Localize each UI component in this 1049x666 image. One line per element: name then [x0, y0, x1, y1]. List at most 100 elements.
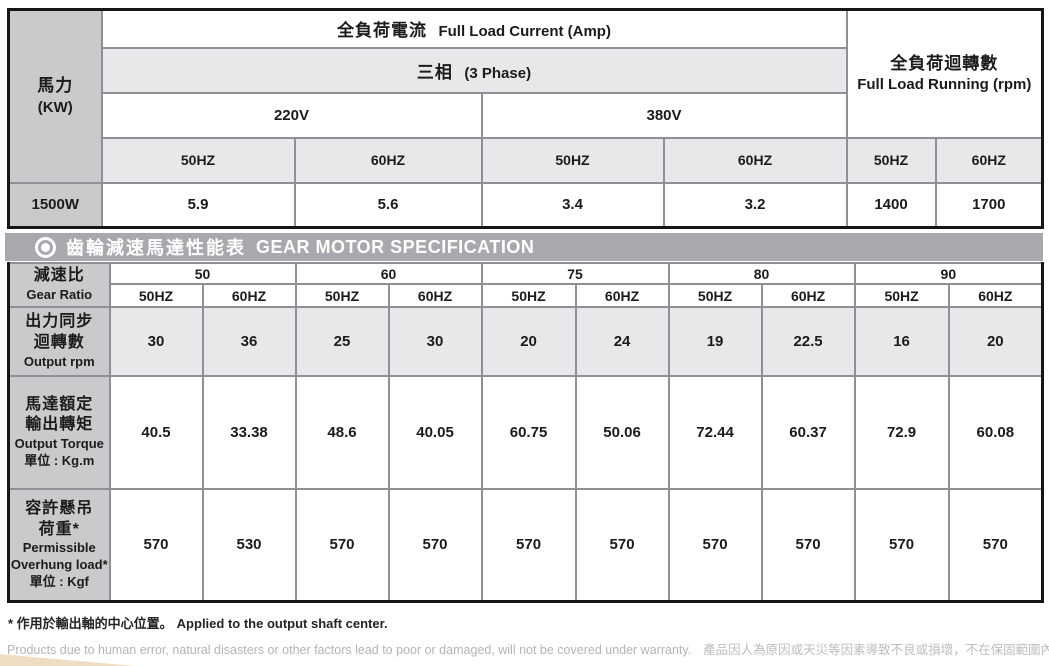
hz-header: 50HZ — [294, 283, 390, 308]
hz-header: 50HZ — [853, 283, 950, 308]
full-load-running-zh: 全負荷迴轉數 — [890, 53, 999, 73]
full-load-running-header: 全負荷迴轉數 Full Load Running (rpm) — [845, 8, 1044, 139]
hz-header: 60HZ — [760, 283, 856, 308]
output-rpm-value: 20 — [480, 305, 577, 377]
current-value: 3.4 — [480, 181, 665, 229]
output-rpm-value: 20 — [947, 305, 1044, 377]
power-value-cell: 1500W — [7, 181, 103, 229]
overhung-value: 570 — [760, 487, 856, 603]
output-rpm-header-cell: 出力同步 迴轉數 Output rpm — [7, 305, 111, 377]
output-torque-value: 48.6 — [294, 374, 390, 490]
hz-header: 50HZ — [667, 283, 763, 308]
hz-header: 60HZ — [387, 283, 483, 308]
section-title-en: GEAR MOTOR SPECIFICATION — [256, 236, 535, 257]
output-torque-header-cell: 馬達額定 輸出轉矩 Output Torque 單位 : Kg.m — [7, 374, 111, 490]
output-torque-value: 40.05 — [387, 374, 483, 490]
ratio-header: 60 — [294, 261, 483, 286]
full-load-current-header: 全負荷電流 Full Load Current (Amp) — [100, 8, 848, 49]
current-value: 5.6 — [293, 181, 483, 229]
overhung-value: 570 — [667, 487, 763, 603]
power-label-zh: 馬力 — [37, 76, 74, 96]
output-rpm-value: 24 — [574, 305, 670, 377]
overhung-value: 530 — [201, 487, 297, 603]
overhung-value: 570 — [574, 487, 670, 603]
hz-header: 60HZ — [201, 283, 297, 308]
full-load-running-en: Full Load Running (rpm) — [857, 76, 1032, 94]
output-rpm-value: 36 — [201, 305, 297, 377]
spec-sheet-page: { "top_table": { "power_label_zh": "馬力",… — [0, 8, 1049, 666]
bullseye-icon — [35, 236, 56, 258]
overhung-zh-line1: 容許懸吊 — [25, 499, 94, 517]
warranty-disclaimer: Products due to human error, natural dis… — [7, 639, 1049, 658]
output-rpm-value: 22.5 — [760, 305, 856, 377]
overhung-value: 570 — [108, 487, 204, 603]
output-rpm-value: 30 — [387, 305, 483, 377]
ratio-header: 50 — [108, 261, 297, 286]
output-rpm-value: 19 — [667, 305, 763, 377]
section-header-bar: 齒輪減速馬達性能表 GEAR MOTOR SPECIFICATION — [5, 233, 1043, 261]
full-load-current-en: Full Load Current (Amp) — [438, 23, 611, 41]
full-load-current-zh: 全負荷電流 — [337, 21, 428, 41]
overhung-value: 570 — [294, 487, 390, 603]
warranty-disclaimer-zh: 產品因人為原因或天災等因素導致不良或損壞，不在保固範圍內。 — [703, 643, 1049, 657]
voltage-220-header: 220V — [100, 91, 483, 139]
output-torque-en: Output Torque — [14, 436, 104, 452]
output-torque-value: 72.9 — [853, 374, 950, 490]
hz-header: 60HZ — [947, 283, 1044, 308]
three-phase-en: (3 Phase) — [464, 64, 532, 82]
output-torque-value: 72.44 — [667, 374, 763, 490]
gear-ratio-header-cell: 減速比 Gear Ratio — [7, 262, 111, 308]
hz-header: 50HZ — [845, 136, 937, 184]
output-torque-value: 60.08 — [947, 374, 1044, 490]
output-rpm-value: 25 — [294, 305, 390, 377]
power-label-unit: (KW) — [37, 98, 73, 116]
hz-header: 50HZ — [480, 136, 665, 184]
hz-header: 60HZ — [934, 136, 1044, 184]
output-rpm-zh-line1: 出力同步 — [25, 312, 94, 330]
rpm-value: 1700 — [934, 181, 1044, 229]
rpm-value: 1400 — [845, 181, 937, 229]
output-torque-value: 33.38 — [201, 374, 297, 490]
overhung-zh-line2: 荷重* — [38, 520, 80, 538]
output-torque-value: 60.75 — [480, 374, 577, 490]
warranty-disclaimer-en: Products due to human error, natural dis… — [7, 643, 692, 657]
output-torque-value: 50.06 — [574, 374, 670, 490]
gear-ratio-zh: 減速比 — [33, 267, 85, 284]
output-torque-zh-line1: 馬達額定 — [25, 395, 94, 413]
output-torque-value: 60.37 — [760, 374, 856, 490]
hz-header: 50HZ — [100, 136, 296, 184]
hz-header: 50HZ — [480, 283, 577, 308]
current-value: 5.9 — [100, 181, 296, 229]
three-phase-zh: 三相 — [416, 62, 453, 82]
hz-header: 60HZ — [293, 136, 483, 184]
ratio-header: 75 — [480, 261, 670, 286]
overhung-value: 570 — [947, 487, 1044, 603]
output-rpm-en: Output rpm — [23, 353, 95, 369]
current-value: 3.2 — [662, 181, 848, 229]
output-torque-unit: 單位 : Kg.m — [24, 452, 95, 468]
overhung-value: 570 — [387, 487, 483, 603]
overhung-en-line1: Permissible — [22, 540, 96, 556]
output-torque-zh-line2: 輸出轉矩 — [25, 416, 94, 434]
overhung-value: 570 — [480, 487, 577, 603]
gear-spec-table: 減速比 Gear Ratio 50 60 75 80 90 50HZ 60HZ … — [7, 261, 1045, 604]
hz-header: 60HZ — [662, 136, 848, 184]
ratio-header: 90 — [853, 261, 1044, 286]
overhung-value: 570 — [853, 487, 950, 603]
ratio-header: 80 — [667, 261, 856, 286]
section-title-zh: 齒輪減速馬達性能表 — [66, 238, 246, 258]
shaft-footnote-en: Applied to the output shaft center. — [176, 616, 388, 632]
power-header-cell: 馬力 (KW) — [7, 8, 103, 184]
output-rpm-value: 16 — [853, 305, 950, 377]
shaft-footnote-zh: * 作用於輸出軸的中心位置。 — [8, 616, 173, 632]
output-rpm-value: 30 — [108, 305, 204, 377]
output-rpm-zh-line2: 迴轉數 — [33, 333, 85, 351]
full-load-table: 馬力 (KW) 全負荷電流 Full Load Current (Amp) 全負… — [7, 8, 1045, 229]
overhung-load-header-cell: 容許懸吊 荷重* Permissible Overhung load* 單位 :… — [7, 487, 111, 603]
overhung-en-line2: Overhung load* — [10, 557, 108, 573]
gear-ratio-en: Gear Ratio — [26, 286, 93, 302]
hz-header: 50HZ — [108, 283, 204, 308]
overhung-unit: 單位 : Kgf — [29, 574, 89, 590]
hz-header: 60HZ — [574, 283, 670, 308]
shaft-footnote: * 作用於輸出軸的中心位置。 Applied to the output shaf… — [8, 613, 1049, 632]
